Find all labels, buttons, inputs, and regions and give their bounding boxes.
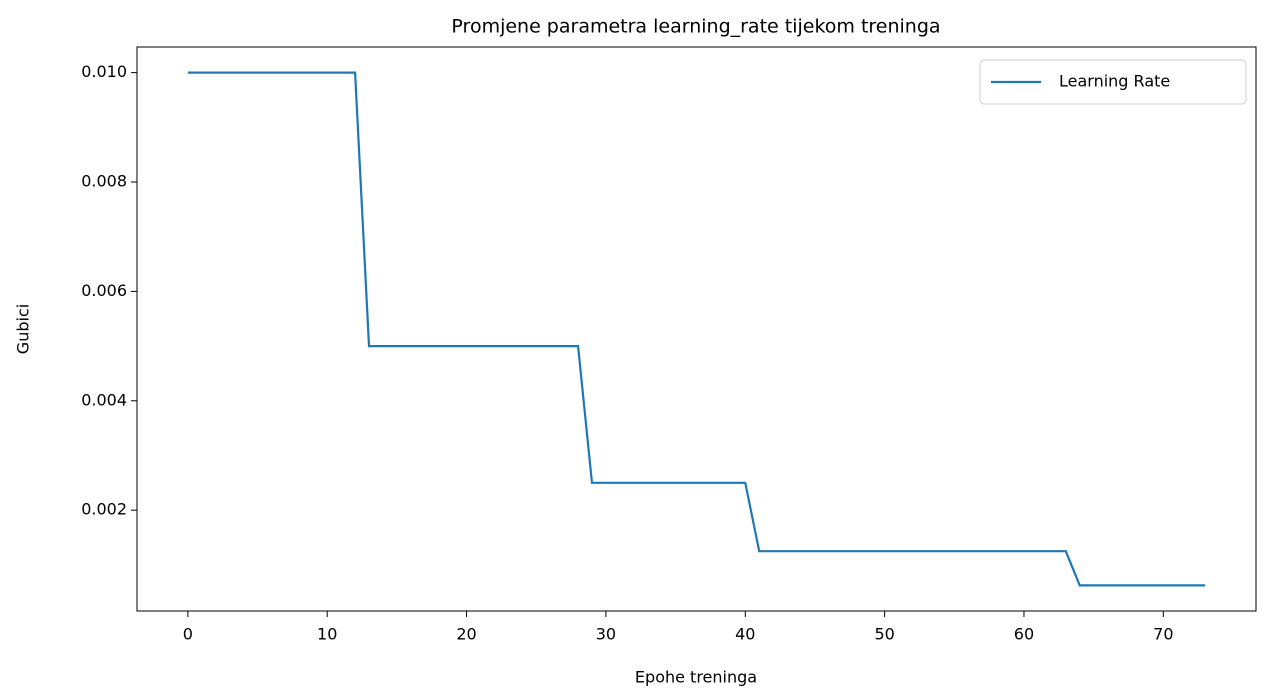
y-tick-label: 0.004 — [81, 390, 127, 409]
y-tick-label: 0.002 — [81, 500, 127, 519]
y-axis-label: Gubici — [14, 304, 33, 354]
y-tick-label: 0.008 — [81, 172, 127, 191]
x-tick-label: 20 — [456, 625, 476, 644]
x-axis-label: Epohe treninga — [635, 668, 757, 687]
x-tick-label: 0 — [183, 625, 193, 644]
x-tick-label: 30 — [596, 625, 616, 644]
y-tick-label: 0.010 — [81, 62, 127, 81]
line — [187, 71, 1206, 587]
x-tick-label: 10 — [317, 625, 337, 644]
x-tick-label: 70 — [1153, 625, 1173, 644]
chart-title: Promjene parametra learning_rate tijekom… — [451, 16, 940, 38]
legend-box — [979, 59, 1247, 105]
x-tick-label: 40 — [735, 625, 755, 644]
y-tick-label: 0.006 — [81, 281, 127, 300]
legend-label: Learning Rate — [1059, 72, 1170, 91]
x-tick-label: 50 — [874, 625, 894, 644]
x-tick-label: 60 — [1014, 625, 1034, 644]
plot-frame — [136, 46, 1257, 612]
